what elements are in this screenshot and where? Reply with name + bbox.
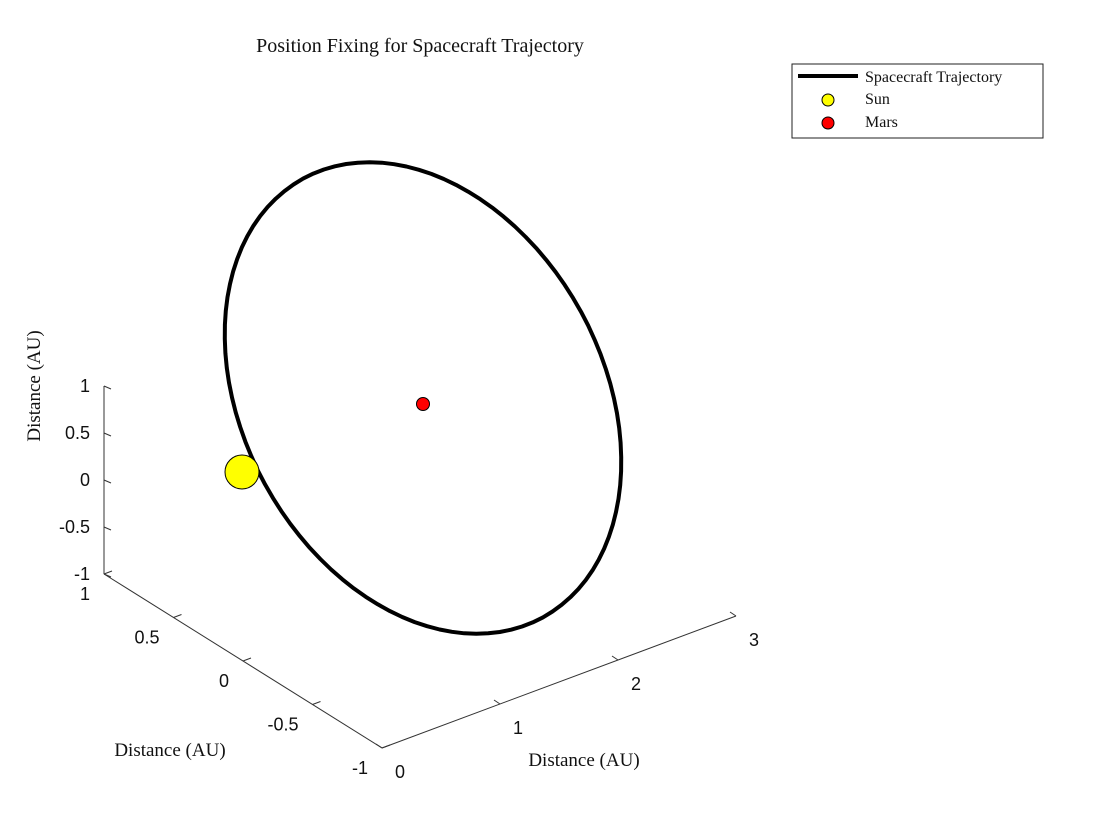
y-tick-mark xyxy=(381,744,391,749)
z-tick-label: 1 xyxy=(80,376,90,396)
x-tick-label: 2 xyxy=(631,674,641,694)
legend-label-trajectory: Spacecraft Trajectory xyxy=(865,69,1002,86)
x-tick-mark xyxy=(493,699,501,705)
y-tick-label: -0.5 xyxy=(267,715,298,735)
x-tick-label: 1 xyxy=(513,718,523,738)
x-tick-mark xyxy=(729,611,737,617)
z-tick-label: 0.5 xyxy=(65,423,90,443)
legend-mars-swatch xyxy=(821,116,835,130)
x-tick-mark xyxy=(375,743,383,749)
plot-area xyxy=(222,160,624,636)
y-tick-label: -1 xyxy=(352,758,368,778)
x-tick-label: 0 xyxy=(395,762,405,782)
y-axis-label: Distance (AU) xyxy=(114,740,225,761)
trajectory-line xyxy=(222,160,624,636)
x-axis-line xyxy=(381,615,737,749)
sun-marker xyxy=(224,454,260,490)
z-tick-label: -1 xyxy=(74,564,90,584)
z-tick-label: 0 xyxy=(80,470,90,490)
y-tick-mark xyxy=(103,570,113,575)
z-axis-label: Distance (AU) xyxy=(24,330,45,441)
legend-sun-swatch xyxy=(821,93,835,107)
y-tick-label: 0 xyxy=(219,671,229,691)
z-tick-mark xyxy=(103,432,112,437)
legend: Spacecraft Trajectory Sun Mars xyxy=(791,63,1044,139)
y-tick-mark xyxy=(242,657,252,662)
x-axis-label: Distance (AU) xyxy=(528,750,639,771)
chart-title: Position Fixing for Spacecraft Trajector… xyxy=(256,35,584,57)
z-tick-label: -0.5 xyxy=(59,517,90,537)
x-tick-mark xyxy=(611,655,619,661)
y-tick-mark xyxy=(173,614,182,618)
x-tick-label: 3 xyxy=(749,630,759,650)
y-tick-mark xyxy=(312,701,321,705)
z-tick-mark xyxy=(103,479,112,484)
z-tick-mark xyxy=(103,526,112,531)
y-tick-label: 1 xyxy=(80,584,90,604)
z-tick-mark xyxy=(103,573,112,578)
legend-label-sun: Sun xyxy=(865,91,890,108)
z-tick-mark xyxy=(103,385,112,390)
y-tick-label: 0.5 xyxy=(134,628,159,648)
legend-label-mars: Mars xyxy=(865,114,898,131)
mars-marker xyxy=(416,397,430,411)
